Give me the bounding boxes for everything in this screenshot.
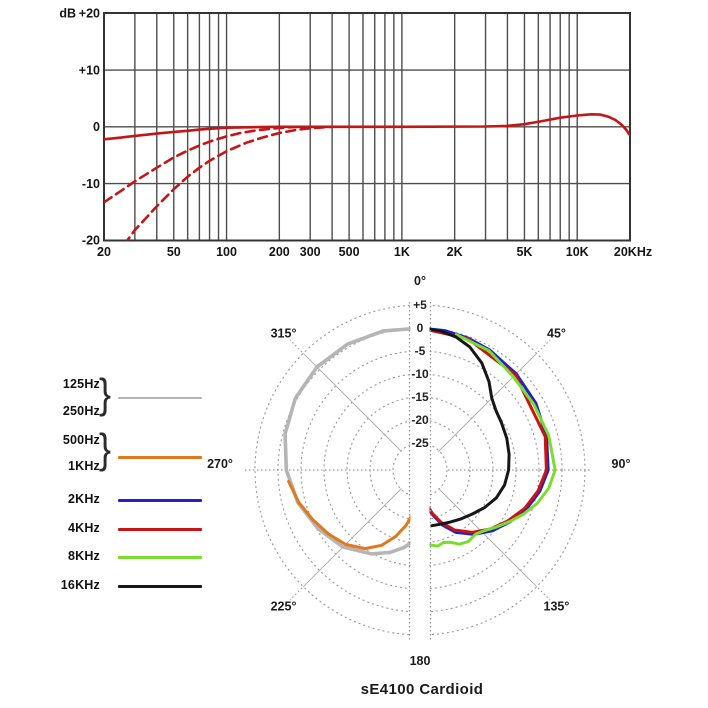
polar-angle-label: 315° bbox=[271, 327, 297, 341]
polar-radial-extension bbox=[289, 587, 303, 601]
polar-angle-label: 135° bbox=[544, 599, 570, 613]
polar-radial-extension bbox=[537, 587, 551, 601]
x-tick-label: 500 bbox=[339, 245, 360, 259]
polar-angle-label: 270° bbox=[207, 457, 233, 471]
polar-db-label: -10 bbox=[411, 367, 429, 381]
polar-radial-line bbox=[302, 488, 402, 588]
polar-db-label: 0 bbox=[417, 321, 424, 335]
polar-db-label: +5 bbox=[413, 298, 427, 312]
legend-label: 1KHz bbox=[67, 459, 100, 473]
y-axis-unit-label: dB bbox=[59, 7, 76, 21]
response-curve bbox=[125, 125, 334, 241]
x-tick-label: 20 bbox=[97, 245, 111, 259]
x-tick-label: 200 bbox=[269, 245, 290, 259]
polar-radial-line bbox=[302, 352, 402, 452]
x-tick-label: 5K bbox=[516, 245, 532, 259]
polar-radial-extension bbox=[537, 339, 551, 353]
polar-center-hole bbox=[395, 445, 445, 495]
polar-db-label: -15 bbox=[411, 390, 429, 404]
polar-curve bbox=[283, 326, 422, 556]
legend-brace: } bbox=[99, 424, 112, 472]
x-tick-label: 2K bbox=[447, 245, 463, 259]
polar-curve bbox=[422, 333, 557, 548]
y-tick-label: -20 bbox=[82, 234, 100, 248]
frequency-response-chart: +20 +10 0 -10 -20 dB 20 50 100 200 300 500 1K 2K 5K 10K… bbox=[59, 7, 652, 260]
y-tick-label: -10 bbox=[82, 177, 100, 191]
y-tick-label: +10 bbox=[79, 63, 100, 77]
polar-db-label: -5 bbox=[415, 344, 426, 358]
polar-curve bbox=[418, 326, 511, 528]
legend-color-line bbox=[118, 455, 202, 459]
polar-angle-label: 45° bbox=[547, 327, 566, 341]
legend-color-line bbox=[118, 555, 202, 559]
polar-pattern-chart: +5 0 -5 -10 -15 -20 -25 0° 45° 90° 135° 180 225° 270°… bbox=[207, 274, 630, 668]
polar-db-label: -25 bbox=[411, 436, 429, 450]
legend-label: 16KHz bbox=[60, 578, 100, 592]
polar-radial-extension bbox=[289, 339, 303, 353]
legend-color-line bbox=[118, 527, 202, 531]
response-curve bbox=[104, 112, 630, 141]
x-tick-label: 20KHz bbox=[614, 245, 652, 259]
legend-label: 500Hz bbox=[62, 433, 100, 447]
legend-color-line bbox=[118, 584, 202, 588]
y-tick-label: 0 bbox=[93, 120, 100, 134]
legend-color-line bbox=[118, 498, 202, 502]
polar-db-label: -20 bbox=[411, 413, 429, 427]
legend-label: 8KHz bbox=[67, 549, 100, 563]
legend-label: 250Hz bbox=[62, 404, 100, 418]
polar-angle-label: 90° bbox=[612, 457, 631, 471]
x-tick-label: 10K bbox=[566, 245, 589, 259]
polar-curve bbox=[418, 326, 548, 534]
x-tick-label: 300 bbox=[300, 245, 321, 259]
legend-brace: } bbox=[99, 369, 112, 417]
x-tick-label: 100 bbox=[216, 245, 237, 259]
polar-angle-label: 0° bbox=[414, 274, 426, 288]
legend-color-line bbox=[118, 396, 202, 400]
polar-angle-label: 180 bbox=[410, 654, 431, 668]
polar-angle-label: 225° bbox=[271, 599, 297, 613]
x-tick-label: 50 bbox=[167, 245, 181, 259]
polar-radial-line bbox=[438, 488, 538, 588]
y-tick-label: +20 bbox=[79, 7, 100, 21]
polar-curve bbox=[287, 480, 419, 551]
legend-label: 125Hz bbox=[62, 377, 100, 391]
plot-border bbox=[103, 12, 631, 242]
polar-radial-line bbox=[438, 352, 538, 452]
legend-label: 2KHz bbox=[67, 492, 100, 506]
legend-label: 4KHz bbox=[67, 521, 100, 535]
chart-caption: sE4100 Cardioid bbox=[360, 681, 484, 698]
x-tick-label: 1K bbox=[394, 245, 410, 259]
response-curve bbox=[104, 125, 301, 204]
